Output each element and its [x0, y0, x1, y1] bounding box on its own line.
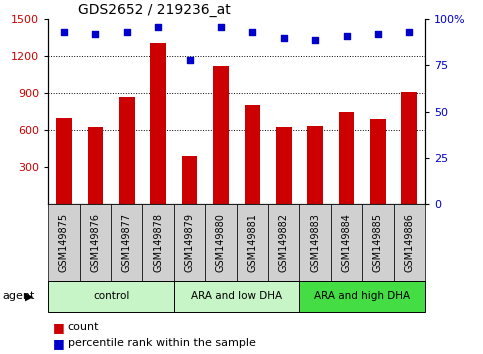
Bar [331, 204, 362, 281]
Point [312, 37, 319, 42]
Bar [150, 43, 166, 204]
Bar [401, 92, 417, 204]
Point [374, 32, 382, 37]
Bar [370, 119, 386, 204]
Bar [48, 204, 80, 281]
Text: GSM149883: GSM149883 [310, 213, 320, 272]
Bar [276, 127, 292, 204]
Text: agent: agent [2, 291, 35, 302]
Text: ARA and low DHA: ARA and low DHA [191, 291, 282, 302]
Point [280, 35, 288, 41]
Bar [48, 281, 174, 312]
Text: GSM149881: GSM149881 [247, 213, 257, 272]
Bar [362, 204, 394, 281]
Text: GSM149886: GSM149886 [404, 213, 414, 272]
Bar [299, 204, 331, 281]
Point [186, 57, 194, 63]
Point [343, 33, 351, 39]
Bar [213, 66, 229, 204]
Text: GSM149878: GSM149878 [153, 213, 163, 272]
Text: count: count [68, 322, 99, 332]
Bar [299, 281, 425, 312]
Text: GSM149876: GSM149876 [90, 213, 100, 272]
Bar [119, 97, 135, 204]
Text: GSM149885: GSM149885 [373, 213, 383, 272]
Text: GSM149877: GSM149877 [122, 213, 132, 272]
Bar [244, 105, 260, 204]
Text: GSM149875: GSM149875 [59, 213, 69, 272]
Point [60, 29, 68, 35]
Text: ■: ■ [53, 321, 65, 334]
Text: ■: ■ [53, 337, 65, 350]
Bar [87, 127, 103, 204]
Text: GSM149880: GSM149880 [216, 213, 226, 272]
Point [123, 29, 130, 35]
Point [249, 29, 256, 35]
Bar [56, 118, 72, 204]
Text: percentile rank within the sample: percentile rank within the sample [68, 338, 256, 348]
Bar [80, 204, 111, 281]
Bar [182, 156, 198, 204]
Point [217, 24, 225, 30]
Text: ▶: ▶ [25, 291, 34, 302]
Text: ARA and high DHA: ARA and high DHA [314, 291, 411, 302]
Point [155, 24, 162, 30]
Bar [339, 112, 355, 204]
Text: GSM149882: GSM149882 [279, 213, 289, 272]
Bar [142, 204, 174, 281]
Point [92, 32, 99, 37]
Text: control: control [93, 291, 129, 302]
Bar [205, 204, 237, 281]
Point [406, 29, 413, 35]
Text: GDS2652 / 219236_at: GDS2652 / 219236_at [78, 3, 231, 17]
Bar [394, 204, 425, 281]
Bar [307, 126, 323, 204]
Text: GSM149879: GSM149879 [185, 213, 195, 272]
Bar [174, 281, 299, 312]
Text: GSM149884: GSM149884 [341, 213, 352, 272]
Bar [237, 204, 268, 281]
Bar [268, 204, 299, 281]
Bar [174, 204, 205, 281]
Bar [111, 204, 142, 281]
